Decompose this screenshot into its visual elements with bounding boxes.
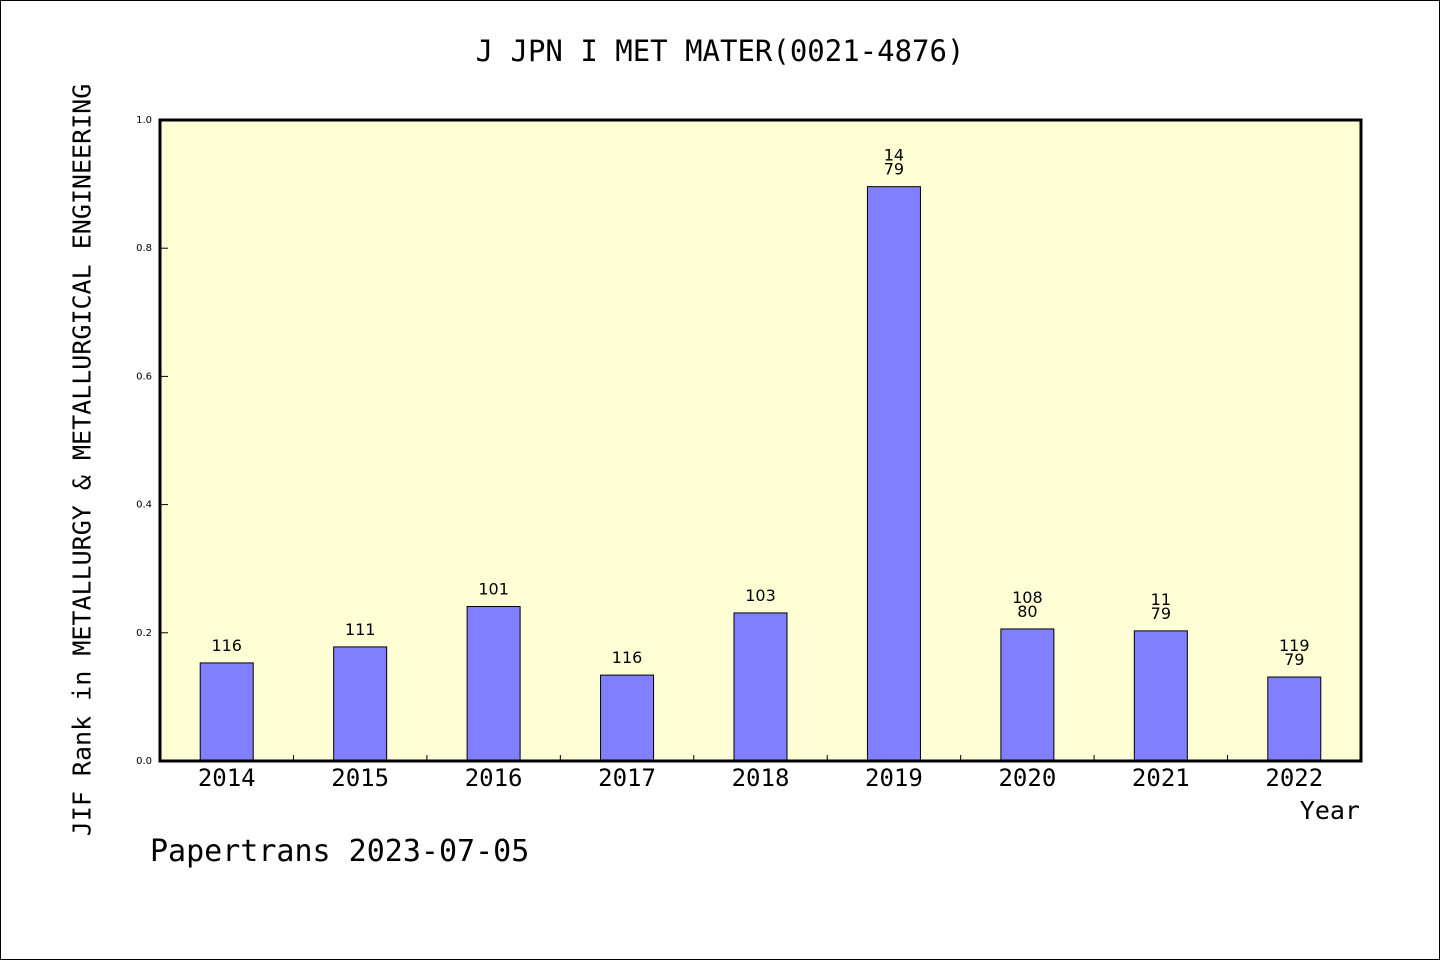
bar-label-2021: 11 [1151,590,1171,609]
bar-label-2021: 79 [1151,604,1171,623]
x-tick-label: 2014 [198,764,256,792]
bar-2018 [733,612,788,762]
bar-label-2019: 14 [884,146,904,165]
x-tick-label: 2016 [465,764,523,792]
y-tick-label: 0.2 [136,628,152,639]
x-tick-label: 2017 [598,764,656,792]
bar-2015 [333,646,388,762]
bar-2020 [1000,628,1055,762]
x-tick-label: 2019 [865,764,923,792]
bar-label-2020: 108 [1012,588,1043,607]
bar-2014 [199,662,254,762]
bar-label-2020: 80 [1017,602,1037,621]
bar-label-2016: 101 [478,580,509,599]
bar-2022 [1267,676,1322,762]
bar-label-2022: 119 [1279,636,1310,655]
bar-label-2022: 79 [1284,650,1304,669]
y-tick-label: 0.8 [136,243,152,254]
x-tick-label: 2021 [1132,764,1190,792]
x-tick-label: 2015 [331,764,389,792]
bar-2016 [466,606,521,762]
bar-label-2014: 116 [211,636,242,655]
bar-label-2017: 116 [612,648,643,667]
chart-title: J JPN I MET MATER(0021-4876) [475,34,965,68]
y-tick-label: 1.0 [136,115,152,126]
y-tick-label: 0.4 [136,500,152,511]
x-tick-label: 2018 [732,764,790,792]
bar-2019 [866,186,921,762]
y-tick-label: 0.0 [136,756,152,767]
plot-border [158,118,1363,763]
x-axis-label: Year [1299,796,1360,825]
bar-label-2018: 103 [745,586,776,605]
y-tick-label: 0.6 [136,371,152,382]
bar-label-2019: 79 [884,160,904,179]
x-tick-label: 2020 [998,764,1056,792]
footer-watermark: Papertrans 2023-07-05 [150,834,530,869]
bar-2021 [1133,630,1188,762]
bar-2017 [600,674,655,762]
bar-label-2015: 111 [345,620,376,639]
x-tick-label: 2022 [1265,764,1323,792]
